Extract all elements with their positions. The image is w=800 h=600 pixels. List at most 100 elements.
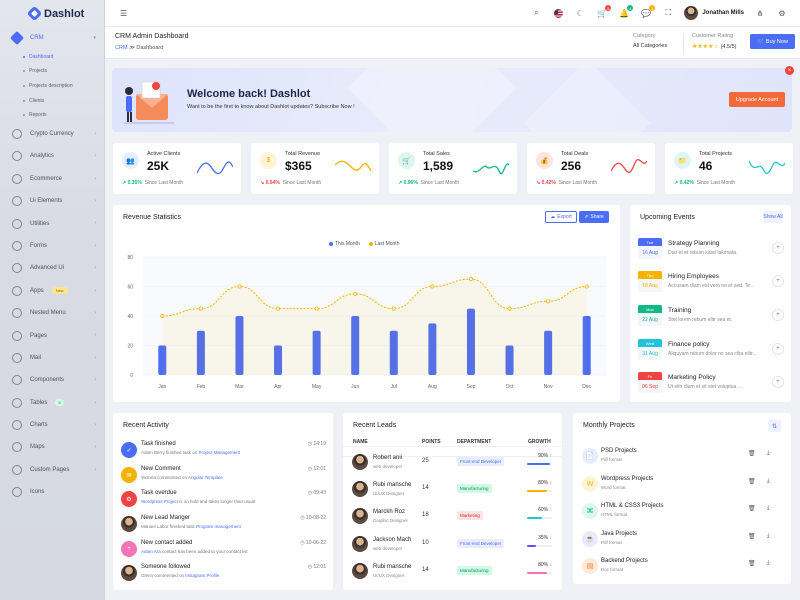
sidebar-subitem-dashboard[interactable]: Dashboard bbox=[23, 49, 104, 64]
sidebar-item-apps[interactable]: Apps New › bbox=[0, 280, 104, 302]
activity-link[interactable]: Adam Ara bbox=[141, 549, 161, 554]
sidebar-item-crm[interactable]: CRM ▾ bbox=[0, 27, 104, 49]
sidebar-item-nested-menu[interactable]: Nested Menu › bbox=[0, 302, 104, 324]
event-item[interactable]: Thu 18 Aug Hiring Employees Accusam diam es… bbox=[638, 271, 790, 299]
col-growth: GROWTH bbox=[528, 439, 551, 445]
add-event-icon[interactable]: + bbox=[772, 343, 784, 355]
sidebar-item-crypto-currency[interactable]: Crypto Currency › bbox=[0, 123, 104, 145]
category-select[interactable]: Category All Categories bbox=[633, 33, 668, 49]
table-row[interactable]: Marckh Roz Graphic Designer 18 Marketing 60%… bbox=[352, 506, 552, 530]
sidebar-item-analytics[interactable]: Analytics › bbox=[0, 145, 104, 167]
delete-icon[interactable]: 🗑 bbox=[748, 506, 756, 512]
buy-now-button[interactable]: 🛒 Buy Now bbox=[750, 34, 795, 49]
sidebar-item-forms[interactable]: Forms › bbox=[0, 235, 104, 257]
sidebar-item-maps[interactable]: Maps › bbox=[0, 436, 104, 458]
notifications-button[interactable]: 🔔 4 bbox=[618, 5, 634, 21]
activity-link[interactable]: Angular Template bbox=[187, 475, 223, 480]
brand-logo[interactable]: Dashlot bbox=[0, 0, 104, 27]
activity-item: New Lead Manger Manuel Labor finished tas… bbox=[121, 514, 326, 536]
sidebar-subitem-clients[interactable]: Clients bbox=[23, 93, 104, 108]
forms-icon bbox=[12, 240, 22, 251]
table-row[interactable]: Robert anii web developer 25 Front-end Deve… bbox=[352, 452, 552, 476]
sidebar-item-icons[interactable]: Icons bbox=[0, 481, 104, 503]
fullscreen-icon[interactable]: ⛶ bbox=[665, 8, 672, 17]
settings-gear-icon[interactable]: ⚙ bbox=[778, 8, 786, 18]
sparkline bbox=[473, 163, 509, 175]
activity-link[interactable]: Wordpress Project bbox=[141, 499, 178, 504]
sidebar-item-utilities[interactable]: Utilities › bbox=[0, 212, 104, 234]
event-item[interactable]: Fri 06 Sep Marketing Policy Ut elitr diam e… bbox=[638, 372, 790, 400]
stat-label: Total Deals bbox=[561, 151, 589, 157]
download-icon[interactable]: ⤓ bbox=[767, 533, 770, 539]
topbar: ☰ ⌕ ☾ 🛒 5 🔔 4 💬 3 ⛶ Jonathan Mills ⋔ ⚙ bbox=[105, 0, 800, 27]
sidebar-item-tables[interactable]: Tables 3 › bbox=[0, 392, 104, 414]
download-icon[interactable]: ⤓ bbox=[767, 478, 770, 484]
table-row[interactable]: Rubi mansche UI/UX Designer 14 Manufacturin… bbox=[352, 479, 552, 503]
lead-job: UI/UX Designer bbox=[373, 491, 405, 496]
lead-name: Jackson Mach bbox=[373, 537, 412, 543]
messages-button[interactable]: 💬 3 bbox=[640, 5, 656, 21]
sidebar-item-advanced-ui[interactable]: Advanced Ui › bbox=[0, 257, 104, 279]
sidebar-item-ui-elements[interactable]: Ui Elements › bbox=[0, 190, 104, 212]
project-item: ⌘ HTML & CSS3 Projects HTML format 🗑 ⤓ bbox=[582, 500, 787, 527]
activity-link[interactable]: Program management bbox=[196, 524, 241, 529]
add-event-icon[interactable]: + bbox=[772, 242, 784, 254]
sidebar-item-ecommerce[interactable]: Ecommerce › bbox=[0, 168, 104, 190]
cart-button[interactable]: 🛒 5 bbox=[596, 5, 612, 21]
language-button[interactable] bbox=[552, 5, 564, 21]
brand-name: Dashlot bbox=[44, 7, 85, 20]
delete-icon[interactable]: 🗑 bbox=[748, 534, 756, 540]
activity-icon: + bbox=[121, 541, 137, 557]
delete-icon[interactable]: 🗑 bbox=[748, 479, 756, 485]
activity-link[interactable]: Project Management bbox=[198, 450, 241, 455]
event-item[interactable]: Wed 31 Aug Finance policy Aliquyam rebum do… bbox=[638, 339, 790, 367]
apps-icon bbox=[12, 285, 22, 296]
activity-link[interactable]: Instagram Profile bbox=[185, 573, 220, 578]
export-button[interactable]: ☁ Export bbox=[545, 211, 577, 223]
page-title: CRM Admin Dashboard bbox=[115, 33, 189, 40]
sidebar-item-pages[interactable]: Pages › bbox=[0, 324, 104, 346]
sort-button[interactable]: ⇅ bbox=[768, 420, 781, 432]
x-tick-label: Apr bbox=[274, 384, 282, 390]
legend-last-month[interactable]: Last Month bbox=[368, 241, 399, 247]
legend-this-month[interactable]: This Month bbox=[329, 241, 360, 247]
sliders-icon[interactable]: ⋔ bbox=[756, 8, 764, 18]
user-menu[interactable]: Jonathan Mills bbox=[684, 6, 744, 20]
add-event-icon[interactable]: + bbox=[772, 376, 784, 388]
show-all-button[interactable]: Show All bbox=[763, 211, 783, 223]
sidebar-item-charts[interactable]: Charts › bbox=[0, 414, 104, 436]
download-icon[interactable]: ⤓ bbox=[767, 560, 770, 566]
theme-toggle-icon[interactable]: ☾ bbox=[576, 8, 584, 18]
sidebar-subitem-reports[interactable]: Reports bbox=[23, 108, 104, 123]
add-event-icon[interactable]: + bbox=[772, 309, 784, 321]
upgrade-account-button[interactable]: Upgrade Account bbox=[729, 92, 785, 107]
download-icon[interactable]: ⤓ bbox=[767, 450, 770, 456]
menu-toggle-icon[interactable]: ☰ bbox=[120, 8, 128, 18]
sidebar-item-mail[interactable]: Mail › bbox=[0, 347, 104, 369]
sidebar-subitem-projects[interactable]: Projects bbox=[23, 64, 104, 79]
table-row[interactable]: Jackson Mach web developer 10 Front-end Dev… bbox=[352, 534, 552, 558]
close-banner-icon[interactable]: × bbox=[785, 66, 794, 75]
download-icon[interactable]: ⤓ bbox=[767, 505, 770, 511]
event-item[interactable]: Mon 22 Aug Training Stet lorem rebum elitr … bbox=[638, 305, 790, 333]
project-format: Doc format bbox=[601, 567, 624, 572]
stat-value: 46 bbox=[699, 159, 713, 173]
delete-icon[interactable]: 🗑 bbox=[748, 561, 756, 567]
banner-subtitle: Want to be the first to know about Dashl… bbox=[187, 104, 355, 110]
arrow-down-icon: ↓ bbox=[549, 562, 553, 568]
sidebar-subitem-projects-description[interactable]: Projects description bbox=[23, 79, 104, 94]
revenue-title: Revenue Statistics bbox=[123, 214, 181, 221]
breadcrumb-root[interactable]: CRM bbox=[115, 45, 128, 51]
search-icon[interactable]: ⌕ bbox=[534, 8, 539, 17]
share-button[interactable]: ⇗ Share bbox=[579, 211, 609, 223]
delete-icon[interactable]: 🗑 bbox=[748, 451, 756, 457]
projects-title: Monthly Projects bbox=[583, 422, 635, 429]
activity-title: New Lead Manger bbox=[141, 515, 191, 521]
add-event-icon[interactable]: + bbox=[772, 275, 784, 287]
table-row[interactable]: Rubi mansche UI/UX Designer 14 Manufacturin… bbox=[352, 561, 552, 585]
event-item[interactable]: Tue 16 Aug Strategy Planning Duo et et rebu… bbox=[638, 238, 790, 266]
sidebar-item-components[interactable]: Components › bbox=[0, 369, 104, 391]
stat-card-total-projects: 📁 Total Projects 46 ↗ 0.42% Since Last Mont… bbox=[665, 143, 793, 194]
event-title: Finance policy bbox=[668, 341, 710, 348]
sidebar-item-custom-pages[interactable]: Custom Pages › bbox=[0, 459, 104, 481]
